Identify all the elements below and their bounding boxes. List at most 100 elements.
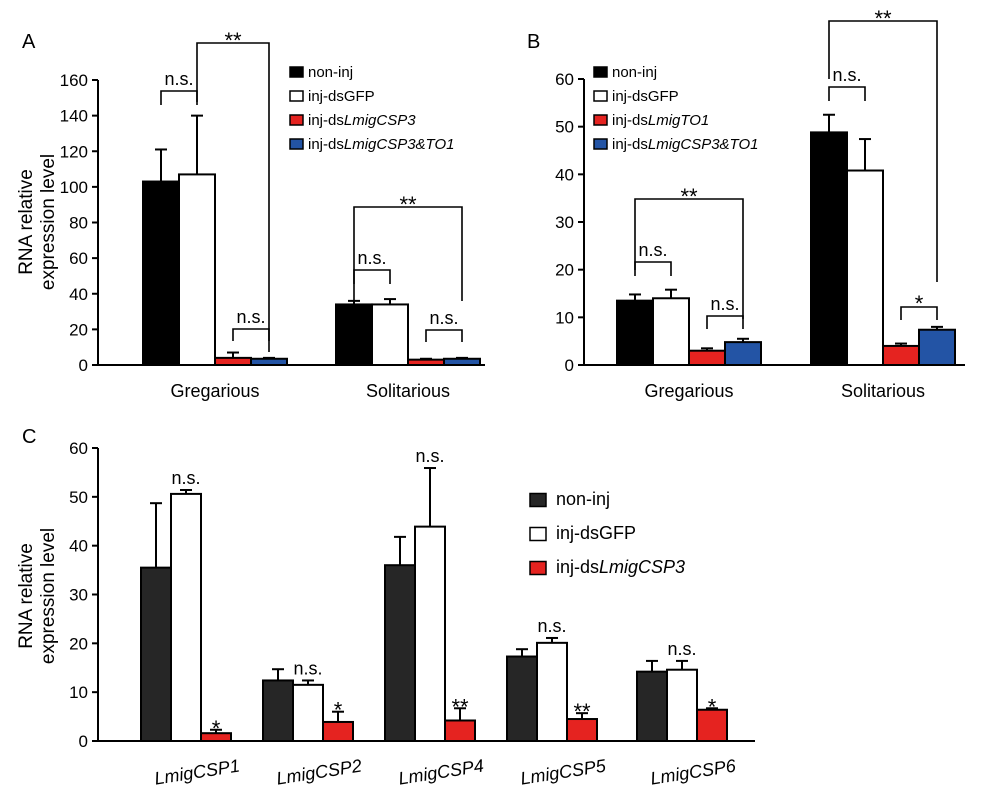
x-category-label: LmigCSP1 <box>153 755 241 788</box>
significance-bracket <box>828 86 866 101</box>
y-tick-label: 30 <box>69 586 88 605</box>
x-category-label: Solitarious <box>366 381 450 401</box>
y-tick-label: 0 <box>565 356 574 375</box>
legend-swatch <box>289 90 304 102</box>
significance-label: ** <box>680 184 698 209</box>
legend-label-gene: LmigCSP3&TO1 <box>344 136 455 153</box>
bar <box>846 169 884 366</box>
legend-swatch <box>289 138 304 150</box>
significance-label: n.s. <box>638 240 667 260</box>
significance-label: * <box>708 694 717 719</box>
legend-label: inj-dsLmigTO1 <box>612 112 709 129</box>
significance-bracket <box>232 328 270 341</box>
y-axis-title-line: expression level <box>38 154 59 290</box>
significance-label: n.s. <box>293 658 322 678</box>
x-category-label: LmigCSP6 <box>649 755 738 788</box>
bar <box>688 349 726 367</box>
x-category-label: Gregarious <box>170 381 259 401</box>
panel-letter: C <box>22 426 36 448</box>
bar <box>414 525 446 742</box>
bar <box>407 358 445 366</box>
significance-bracket <box>160 90 198 105</box>
bar <box>882 344 920 366</box>
significance-label: * <box>212 716 221 741</box>
legend-swatch <box>289 114 304 126</box>
significance-label: n.s. <box>429 308 458 328</box>
y-axis-title-line: RNA relative <box>16 169 37 275</box>
significance-bracket <box>196 42 270 352</box>
significance-bracket <box>900 306 938 320</box>
significance-label: ** <box>399 192 417 217</box>
y-axis-title-line: expression level <box>38 528 59 664</box>
x-category-label: Gregarious <box>644 381 733 401</box>
significance-label: * <box>334 698 343 723</box>
legend-label: inj-dsLmigCSP3&TO1 <box>308 136 454 153</box>
significance-bracket <box>706 315 744 329</box>
y-tick-label: 20 <box>555 261 574 280</box>
y-tick-label: 40 <box>555 165 574 184</box>
significance-label: n.s. <box>415 446 444 466</box>
bar <box>696 708 728 742</box>
legend-swatch <box>593 66 608 78</box>
legend-label-gene: LmigCSP3 <box>344 112 416 129</box>
legend: non-inj inj-dsGFP inj-dsLmigCSP3 <box>529 489 685 577</box>
legend-label: non-inj <box>556 489 610 509</box>
significance-label: ** <box>874 6 892 31</box>
bar <box>724 341 762 366</box>
panel-b: B 0 10 20 30 40 50 60 Gregarious Solitarious n.s. n… <box>527 6 965 401</box>
bar <box>170 492 202 742</box>
y-tick-label: 10 <box>555 308 574 327</box>
y-axis-title: RNA relativeexpression level <box>16 528 59 664</box>
y-tick-label: 160 <box>60 71 88 90</box>
y-tick-label: 140 <box>60 107 88 126</box>
x-category-label: LmigCSP5 <box>519 755 608 788</box>
legend-label: inj-dsLmigCSP3&TO1 <box>612 136 758 153</box>
bar <box>444 719 476 742</box>
bar <box>666 668 698 742</box>
bar <box>384 564 416 743</box>
legend-label-gene: LmigCSP3 <box>599 557 685 577</box>
legend-label: inj-dsGFP <box>612 88 679 105</box>
significance-label: * <box>915 291 924 316</box>
significance-label: n.s. <box>832 65 861 85</box>
legend-swatch <box>289 66 304 78</box>
legend-label-prefix: inj-ds <box>612 112 648 129</box>
panel-c: C 0 10 20 30 40 50 60 RNA relativeexpression lev… <box>16 426 755 789</box>
legend-label-gene: LmigCSP3&TO1 <box>648 136 759 153</box>
y-axis-title: RNA relativeexpression level <box>16 154 59 290</box>
bar <box>536 641 568 742</box>
legend-label: non-inj <box>612 64 657 81</box>
significance-label: n.s. <box>537 616 566 636</box>
bar <box>178 173 216 366</box>
significance-label: ** <box>224 28 242 53</box>
significance-bracket <box>353 269 391 284</box>
legend-label: non-inj <box>308 64 353 81</box>
legend-label: inj-dsGFP <box>556 523 636 543</box>
significance-label: n.s. <box>236 307 265 327</box>
significance-label: n.s. <box>667 639 696 659</box>
bar <box>214 356 252 366</box>
significance-bracket <box>634 198 744 319</box>
bar <box>652 297 690 366</box>
bar <box>443 357 481 366</box>
significance-bracket <box>828 20 938 282</box>
y-tick-label: 50 <box>555 118 574 137</box>
y-tick-label: 120 <box>60 142 88 161</box>
y-tick-label: 0 <box>79 356 88 375</box>
legend-swatch <box>529 492 547 508</box>
bar <box>262 679 294 742</box>
y-axis-title-line: RNA relative <box>16 543 37 649</box>
significance-bracket <box>425 329 463 342</box>
y-tick-label: 60 <box>69 439 88 458</box>
bar <box>250 357 288 366</box>
legend-swatch <box>529 526 547 542</box>
legend-label-prefix: inj-ds <box>556 557 599 577</box>
panel-a: A 0 20 40 60 80 100 120 140 160 RNA relativeexpres… <box>16 28 485 401</box>
y-tick-label: 60 <box>69 249 88 268</box>
x-category-label: LmigCSP2 <box>275 755 363 788</box>
bar <box>566 718 598 743</box>
bar <box>322 720 354 743</box>
legend: non-injinj-dsGFPinj-dsLmigCSP3inj-dsLmig… <box>289 64 454 153</box>
bar <box>142 180 180 366</box>
